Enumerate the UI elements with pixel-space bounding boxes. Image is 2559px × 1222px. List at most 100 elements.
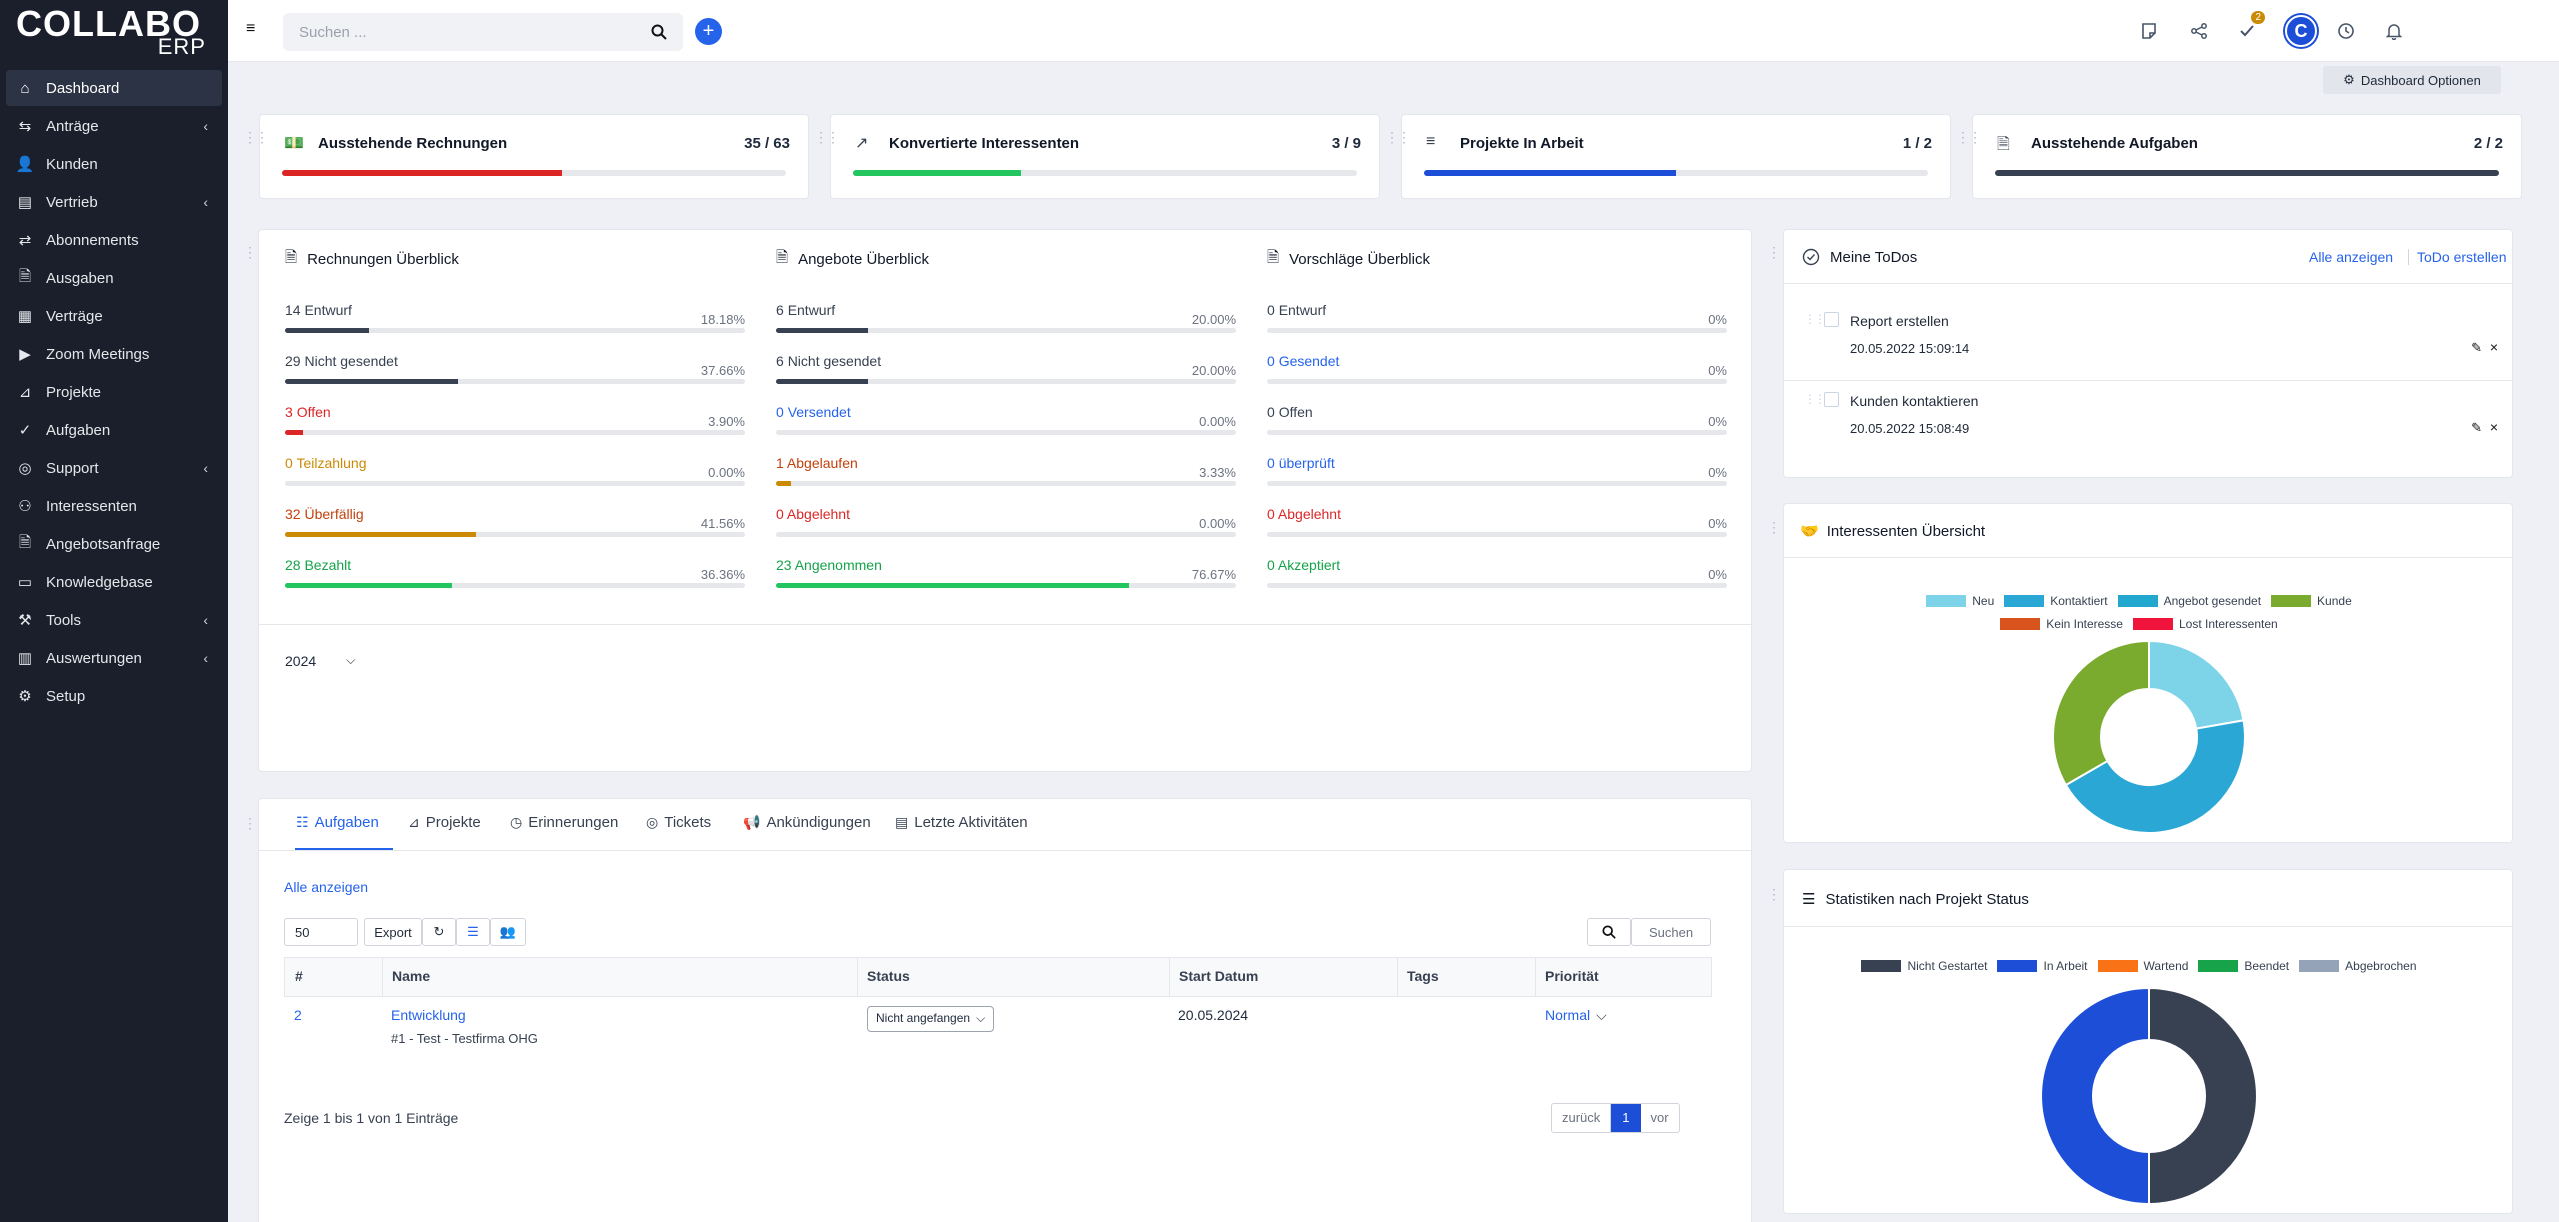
quick-add-button[interactable]: + [695,18,722,45]
todo-checkbox[interactable] [1824,312,1839,327]
legend-item[interactable]: Beendet [2198,959,2289,973]
legend-item[interactable]: Kunde [2271,590,2352,612]
brand-logo[interactable]: COLLABO ERP [0,0,228,64]
column-header[interactable]: Start Datum [1179,968,1259,984]
chevron-left-icon[interactable]: ‹ [203,650,208,666]
overview-row[interactable]: 29 Nicht gesendet 37.66% [285,353,745,384]
stat-card[interactable]: ≡ Projekte In Arbeit 1 / 2 [1401,114,1951,199]
drag-handle-icon[interactable]: ⋮⋮ [243,129,269,145]
tasks-check-icon[interactable]: 2 [2236,11,2265,42]
bell-icon[interactable] [2383,20,2405,42]
global-search-input[interactable]: Suchen ... [283,13,683,51]
overview-row[interactable]: 23 Angenommen 76.67% [776,557,1236,588]
pager-next[interactable]: vor [1650,1110,1669,1125]
legend-item[interactable]: Kontaktiert [2004,590,2108,612]
table-search-button[interactable] [1587,918,1631,946]
legend-item[interactable]: Lost Interessenten [2132,613,2278,635]
legend-item[interactable]: Angebot gesendet [2117,590,2261,612]
sidebar-item-setup[interactable]: ⚙ Setup [6,678,222,714]
pager-prev[interactable]: zurück [1552,1104,1612,1132]
legend-item[interactable]: In Arbeit [1997,959,2088,973]
notes-icon[interactable] [2138,20,2160,42]
donut-slice-neu[interactable] [2148,639,2245,730]
drag-handle-icon[interactable]: ⋮⋮ [1804,392,1826,406]
overview-row[interactable]: 0 Gesendet 0% [1267,353,1727,384]
drag-handle-icon[interactable]: ⋮⋮ [1804,312,1826,326]
overview-row[interactable]: 0 überprüft 0% [1267,455,1727,486]
column-header[interactable]: Priorität [1545,968,1599,984]
overview-row[interactable]: 6 Entwurf 20.00% [776,302,1236,333]
legend-item[interactable]: Abgebrochen [2299,959,2417,973]
sidebar-item-interessenten[interactable]: ⚇ Interessenten [6,488,222,524]
legend-item[interactable]: Nicht Gestartet [1861,959,1987,973]
task-priority-dropdown[interactable]: Normal ⌵ [1545,1007,1607,1024]
tab-tickets[interactable]: ◎ Tickets [646,814,711,831]
chevron-left-icon[interactable]: ‹ [203,118,208,134]
drag-handle-icon[interactable]: ⋮⋮ [1385,129,1411,145]
tab-letzte-aktivitäten[interactable]: ▤ Letzte Aktivitäten [895,814,1028,831]
sidebar-item-vertrieb[interactable]: ▤ Vertrieb ‹ [6,184,222,220]
overview-row[interactable]: 0 Entwurf 0% [1267,302,1727,333]
pencil-icon[interactable]: ✎ [2471,340,2482,355]
sidebar-item-angebotsanfrage[interactable]: 🗎 Angebotsanfrage [6,526,222,562]
table-search-input[interactable]: Suchen [1631,918,1711,946]
team-filter-button[interactable]: 👥 [490,918,526,946]
stat-card[interactable]: 🗎 Ausstehende Aufgaben 2 / 2 [1972,114,2522,199]
tab-erinnerungen[interactable]: ◷ Erinnerungen [510,814,618,831]
drag-handle-icon[interactable]: ⋮⋮ [814,129,840,145]
sidebar-item-abonnements[interactable]: ⇄ Abonnements [6,222,222,258]
overview-row[interactable]: 1 Abgelaufen 3.33% [776,455,1236,486]
legend-item[interactable]: Neu [1926,590,1994,612]
sidebar-item-kunden[interactable]: 👤 Kunden [6,146,222,182]
close-icon[interactable]: × [2489,339,2498,355]
tab-aufgaben[interactable]: ☷ Aufgaben [296,814,379,831]
overview-row[interactable]: 0 Teilzahlung 0.00% [285,455,745,486]
overview-row[interactable]: 14 Entwurf 18.18% [285,302,745,333]
year-select[interactable]: 2024 ⌵ [285,653,355,669]
overview-row[interactable]: 0 Abgelehnt 0.00% [776,506,1236,537]
search-icon[interactable] [651,24,667,40]
overview-row[interactable]: 0 Versendet 0.00% [776,404,1236,435]
donut-slice-kontaktiert[interactable] [2064,719,2246,834]
tab-projekte[interactable]: ⊿ Projekte [408,814,481,831]
sidebar-item-dashboard[interactable]: ⌂ Dashboard [6,70,222,106]
legend-item[interactable]: Wartend [2097,959,2188,973]
overview-row[interactable]: 28 Bezahlt 36.36% [285,557,745,588]
sidebar-item-verträge[interactable]: ▦ Verträge [6,298,222,334]
overview-row[interactable]: 0 Akzeptiert 0% [1267,557,1727,588]
sidebar-item-aufgaben[interactable]: ✓ Aufgaben [6,412,222,448]
export-button[interactable]: Export [364,918,422,946]
chevron-left-icon[interactable]: ‹ [203,460,208,476]
clock-icon[interactable] [2335,20,2357,42]
user-avatar[interactable]: C [2285,15,2317,47]
todo-create-link[interactable]: ToDo erstellen [2408,249,2507,265]
sidebar-item-tools[interactable]: ⚒ Tools ‹ [6,602,222,638]
page-size-select[interactable]: 50 [284,918,358,946]
overview-row[interactable]: 3 Offen 3.90% [285,404,745,435]
overview-row[interactable]: 0 Abgelehnt 0% [1267,506,1727,537]
overview-row[interactable]: 6 Nicht gesendet 20.00% [776,353,1236,384]
dashboard-options-button[interactable]: ⚙ Dashboard Optionen [2323,66,2501,94]
close-icon[interactable]: × [2489,419,2498,435]
overview-row[interactable]: 32 Überfällig 41.56% [285,506,745,537]
task-id-link[interactable]: 2 [294,1007,302,1023]
sidebar-item-zoom-meetings[interactable]: ▶ Zoom Meetings [6,336,222,372]
bulk-actions-button[interactable]: ☰ [456,918,490,946]
chevron-left-icon[interactable]: ‹ [203,194,208,210]
donut-slice-nicht-gestartet[interactable] [2148,986,2258,1206]
column-header[interactable]: Status [867,968,910,984]
drag-handle-icon[interactable]: ⋮⋮ [1956,129,1982,145]
donut-slice-kunde[interactable] [2052,639,2150,787]
tab-ankündigungen[interactable]: 📢 Ankündigungen [743,814,871,831]
todo-show-all-link[interactable]: Alle anzeigen [2309,249,2394,265]
task-status-dropdown[interactable]: Nicht angefangen ⌵ [867,1006,995,1032]
sidebar-item-anträge[interactable]: ⇆ Anträge ‹ [6,108,222,144]
menu-toggle-icon[interactable]: ≡ [246,20,256,37]
stat-card[interactable]: 💵 Ausstehende Rechnungen 35 / 63 [259,114,809,199]
sidebar-item-knowledgebase[interactable]: ▭ Knowledgebase [6,564,222,600]
donut-slice-in-arbeit[interactable] [2040,986,2150,1206]
column-header[interactable]: Tags [1407,968,1439,984]
todo-checkbox[interactable] [1824,392,1839,407]
reload-button[interactable]: ↻ [422,918,456,946]
sidebar-item-projekte[interactable]: ⊿ Projekte [6,374,222,410]
